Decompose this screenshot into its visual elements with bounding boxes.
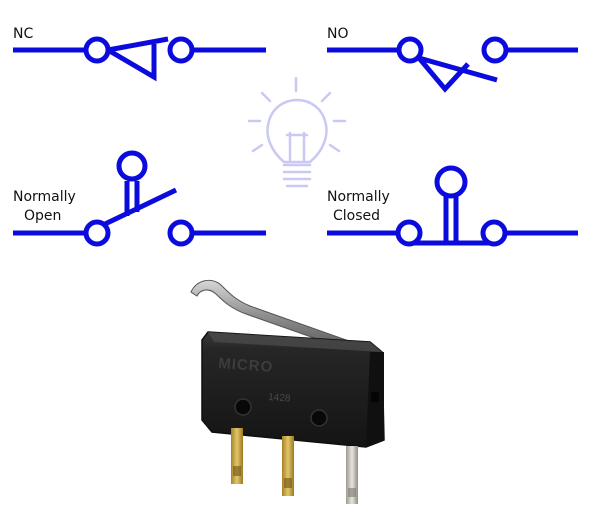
nc-symbol [13, 36, 266, 82]
nclosed-right-contact [480, 219, 508, 247]
normally-open-symbol [13, 150, 266, 247]
normally-open-label-line1: Normally [13, 189, 76, 205]
nopen-plunger-head [116, 150, 148, 182]
nc-blade [106, 36, 169, 82]
mount-hole-left [234, 398, 252, 416]
nclosed-left-contact [395, 219, 423, 247]
normally-closed-label-line2: Closed [333, 208, 380, 224]
normally-closed-label-line1: Normally [327, 189, 390, 205]
normally-closed-symbol [327, 165, 578, 247]
nc-label: NC [13, 26, 33, 42]
no-blade [417, 55, 498, 93]
nopen-right-contact [167, 219, 195, 247]
no-label: NO [327, 26, 349, 42]
nclosed-plunger-head [434, 165, 468, 199]
light-bulb-icon [247, 76, 347, 188]
micro-switch-image: MICRO 1428 [190, 279, 385, 504]
normally-open-label-line2: Open [24, 208, 61, 224]
code-text: 1428 [268, 392, 291, 405]
no-right-contact [481, 36, 509, 64]
nopen-blade [103, 187, 178, 227]
nopen-left-contact [83, 219, 111, 247]
mount-hole-right [310, 409, 328, 427]
brand-text: MICRO [218, 355, 274, 376]
no-symbol [327, 36, 578, 93]
nc-right-contact [167, 36, 195, 64]
nc-left-contact [83, 36, 111, 64]
no-left-contact [396, 36, 424, 64]
